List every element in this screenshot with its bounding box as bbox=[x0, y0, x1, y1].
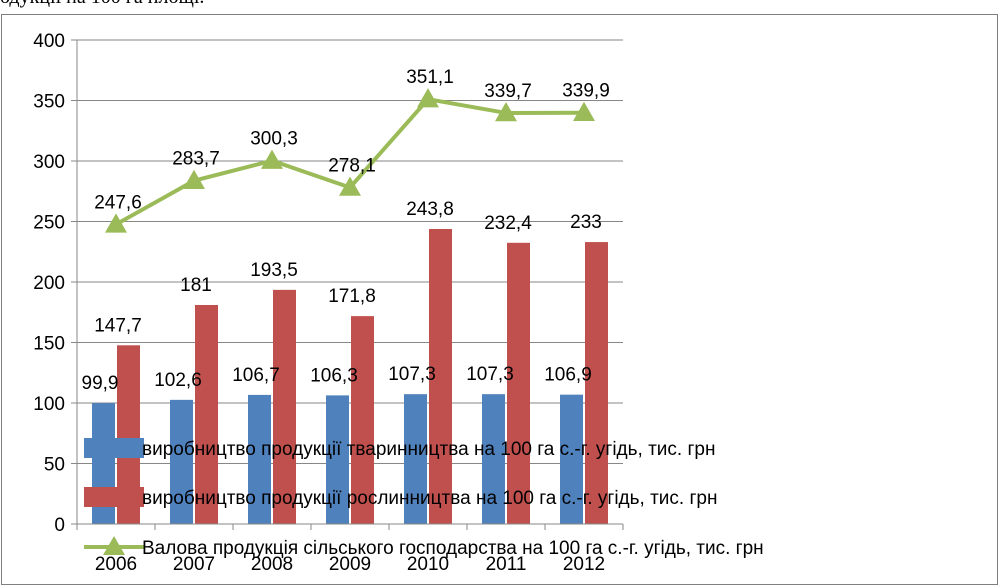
x-tick-label: 2012 bbox=[563, 554, 605, 575]
bar-livestock bbox=[248, 394, 271, 524]
y-tick-label: 0 bbox=[54, 515, 65, 536]
data-label: 106,3 bbox=[310, 365, 358, 386]
bar-livestock bbox=[482, 394, 505, 524]
data-label: 233 bbox=[570, 212, 602, 233]
bar-livestock bbox=[326, 395, 349, 524]
x-tick-label: 2011 bbox=[486, 554, 527, 575]
line-marker bbox=[339, 176, 361, 196]
legend-label: виробництво продукції тваринництва на 10… bbox=[142, 439, 715, 460]
x-tick-label: 2006 bbox=[95, 554, 137, 575]
data-label: 171,8 bbox=[328, 286, 376, 307]
data-label: 181 bbox=[180, 275, 212, 296]
data-label: 283,7 bbox=[172, 149, 220, 170]
bar-livestock bbox=[170, 399, 193, 524]
y-tick-label: 100 bbox=[33, 394, 65, 415]
y-tick-label: 50 bbox=[44, 455, 65, 476]
legend-swatch bbox=[84, 487, 144, 507]
y-tick-label: 400 bbox=[33, 31, 65, 52]
legend-swatch bbox=[84, 438, 144, 458]
y-tick-label: 250 bbox=[33, 213, 65, 234]
page-caption: одукції на 100 га площі. bbox=[0, 0, 204, 9]
line-marker bbox=[573, 101, 595, 121]
data-label: 232,4 bbox=[484, 213, 532, 234]
bar-crop bbox=[585, 242, 608, 524]
data-label: 243,8 bbox=[406, 199, 454, 220]
bar-livestock bbox=[404, 394, 427, 524]
data-label: 278,1 bbox=[328, 155, 376, 176]
y-tick-label: 150 bbox=[33, 334, 65, 355]
x-tick-label: 2010 bbox=[407, 554, 449, 575]
data-label: 147,7 bbox=[94, 315, 142, 336]
data-label: 107,3 bbox=[466, 364, 514, 385]
data-label: 102,6 bbox=[154, 370, 202, 391]
y-tick-label: 200 bbox=[33, 273, 65, 294]
legend-label: виробництво продукції рослинництва на 10… bbox=[142, 488, 717, 509]
bar-crop bbox=[195, 304, 218, 524]
data-label: 247,6 bbox=[94, 192, 142, 213]
data-label: 339,9 bbox=[562, 81, 610, 102]
data-label: 193,5 bbox=[250, 260, 298, 281]
bar-crop bbox=[507, 242, 530, 524]
data-label: 300,3 bbox=[250, 129, 298, 150]
x-tick-label: 2008 bbox=[251, 554, 293, 575]
bar-livestock bbox=[560, 394, 583, 524]
y-tick-label: 300 bbox=[33, 152, 65, 173]
line-marker bbox=[495, 101, 517, 122]
legend-marker bbox=[103, 536, 125, 555]
line-marker bbox=[417, 88, 439, 108]
data-label: 107,3 bbox=[388, 364, 436, 385]
bar-crop bbox=[351, 316, 374, 524]
bar-crop bbox=[429, 229, 452, 524]
data-label: 339,7 bbox=[484, 81, 532, 102]
legend-label: Валова продукція сільського господарства… bbox=[142, 538, 764, 559]
data-label: 99,9 bbox=[82, 373, 119, 394]
line-marker bbox=[261, 149, 283, 169]
data-label: 106,9 bbox=[544, 365, 592, 386]
line-marker bbox=[183, 169, 205, 189]
x-tick-label: 2009 bbox=[329, 554, 371, 575]
bar-crop bbox=[273, 289, 296, 524]
line-marker bbox=[105, 213, 127, 233]
bar-crop bbox=[117, 345, 140, 524]
data-label: 106,7 bbox=[232, 365, 280, 386]
y-tick-label: 350 bbox=[33, 92, 65, 113]
x-tick-label: 2007 bbox=[173, 554, 215, 575]
data-label: 351,1 bbox=[406, 67, 454, 88]
